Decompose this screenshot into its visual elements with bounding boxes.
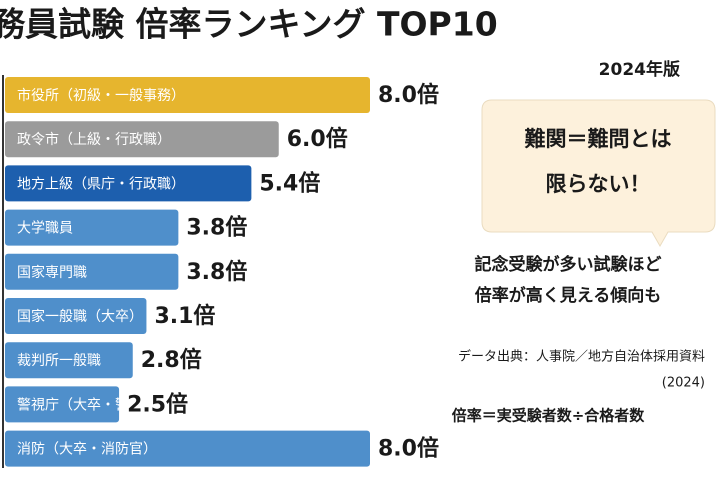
- bar: [5, 342, 133, 379]
- source-text: (2024): [662, 376, 705, 391]
- callout-text: 難関＝難問とは: [525, 127, 672, 151]
- value-label: 3.1倍: [154, 303, 215, 329]
- bar-category-label: 消防（大卒・消防官）: [17, 442, 157, 458]
- callout-box: [481, 99, 716, 248]
- value-label: 2.5倍: [127, 391, 188, 417]
- bar-category-label: 政令市（上級・行政職）: [17, 131, 171, 148]
- value-label: 8.0倍: [378, 436, 439, 462]
- value-label: 6.0倍: [287, 126, 348, 152]
- value-label: 5.4倍: [259, 170, 320, 196]
- value-label: 8.0倍: [378, 82, 439, 108]
- source-text: データ出典：人事院／地方自治体採用資料: [458, 349, 705, 365]
- bar: [5, 386, 120, 423]
- bar-category-label: 市役所（初級・一般事務）: [17, 87, 185, 104]
- bar: [5, 77, 370, 113]
- value-label: 3.8倍: [186, 259, 247, 285]
- chart-title: 務員試験 倍率ランキング TOP10: [0, 5, 498, 44]
- bar: [5, 121, 279, 158]
- bar: [5, 253, 179, 290]
- note-text: 記念受験が多い試験ほど: [475, 254, 662, 275]
- bar: [5, 298, 147, 334]
- bar-category-label: 警視庁（大卒・警察）: [17, 396, 157, 413]
- bar-category-label: 国家一般職（大卒）: [17, 308, 143, 325]
- chart-subtitle: 2024年版: [599, 59, 680, 80]
- bar: [5, 430, 370, 467]
- bar-category-label: 大学職員: [17, 221, 73, 237]
- callout-text: 限らない！: [546, 172, 651, 196]
- bar-category-label: 裁判所一般職: [17, 353, 101, 369]
- formula-text: 倍率＝実受験者数÷合格者数: [452, 407, 646, 425]
- bar: [5, 209, 179, 246]
- value-label: 3.8倍: [186, 215, 247, 241]
- bar-category-label: 地方上級（県庁・行政職）: [17, 176, 185, 192]
- note-text: 倍率が高く見える傾向も: [475, 285, 662, 306]
- bar-category-label: 国家専門職: [17, 264, 87, 281]
- value-label: 2.8倍: [141, 347, 202, 373]
- bar: [5, 165, 252, 202]
